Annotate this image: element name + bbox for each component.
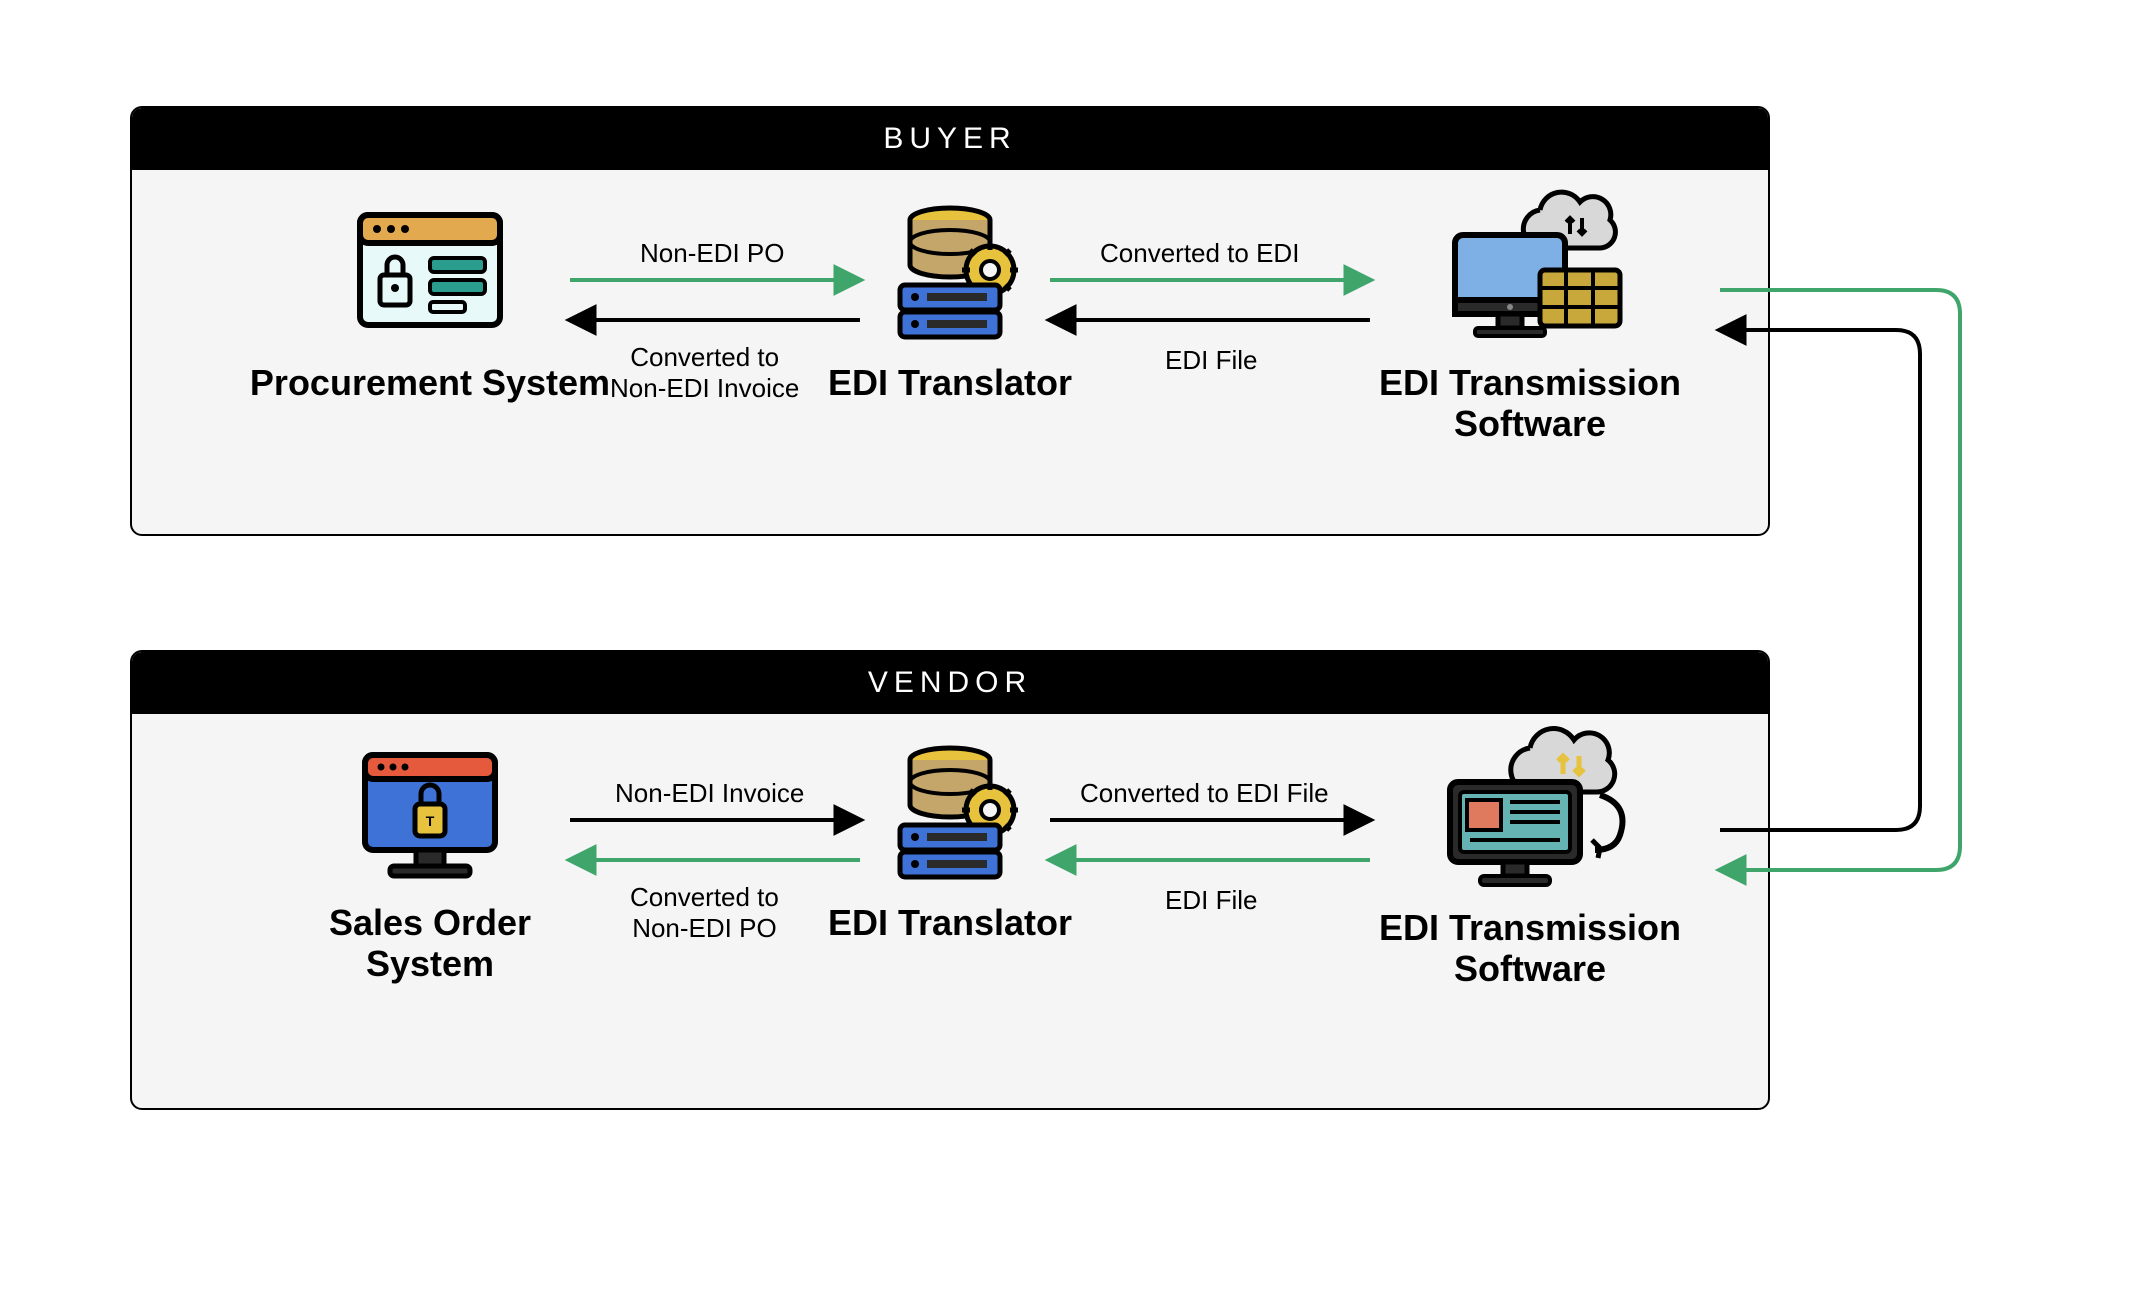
flow-label-v1: Non-EDI Invoice	[615, 778, 804, 809]
vendor-edi-translator-node: EDI Translator	[800, 740, 1100, 943]
buyer-panel-header: BUYER	[132, 108, 1768, 170]
edi-transmission-buyer-icon	[1430, 180, 1630, 350]
sales-order-icon: T	[345, 740, 515, 890]
vendor-panel-header: VENDOR	[132, 652, 1768, 714]
sales-order-system-label: Sales Order System	[260, 902, 600, 985]
procurement-window-icon	[345, 200, 515, 350]
buyer-edi-transmission-label: EDI Transmission Software	[1320, 362, 1740, 445]
buyer-edi-translator-node: EDI Translator	[800, 200, 1100, 403]
flow-label-b2: Converted toNon-EDI Invoice	[610, 342, 799, 404]
flow-label-b4: EDI File	[1165, 345, 1257, 376]
edi-translator-icon	[865, 740, 1035, 890]
flow-label-b1: Non-EDI PO	[640, 238, 785, 269]
svg-text:T: T	[426, 813, 435, 829]
buyer-edi-translator-label: EDI Translator	[800, 362, 1100, 403]
flow-label-v2: Converted toNon-EDI PO	[630, 882, 779, 944]
procurement-system-label: Procurement System	[240, 362, 620, 403]
flow-label-v4: EDI File	[1165, 885, 1257, 916]
edi-transmission-vendor-icon	[1425, 720, 1635, 895]
flow-label-b3: Converted to EDI	[1100, 238, 1299, 269]
vendor-edi-transmission-node: EDI Transmission Software	[1320, 720, 1740, 990]
vendor-edi-transmission-label: EDI Transmission Software	[1320, 907, 1740, 990]
buyer-edi-transmission-node: EDI Transmission Software	[1320, 180, 1740, 445]
edi-translator-icon	[865, 200, 1035, 350]
procurement-system-node: Procurement System	[240, 200, 620, 403]
flow-label-v3: Converted to EDI File	[1080, 778, 1329, 809]
vendor-edi-translator-label: EDI Translator	[800, 902, 1100, 943]
sales-order-system-node: T Sales Order System	[260, 740, 600, 985]
